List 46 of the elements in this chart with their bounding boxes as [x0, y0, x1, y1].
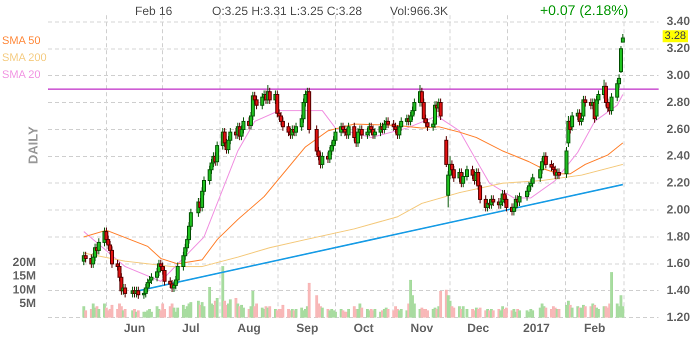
annotation: +0.07 (2.18%): [540, 2, 628, 18]
bar: [150, 312, 153, 318]
bar: [97, 309, 100, 318]
y-tick-label: 1.20: [666, 310, 690, 324]
x-tick-label: Jul: [182, 321, 200, 336]
text: 3.28: [664, 30, 686, 42]
bar: [216, 298, 219, 318]
y-tick-label: 2.60: [666, 122, 690, 136]
x-tick-label: Aug: [237, 321, 261, 336]
x-tick-label: Oct: [354, 321, 374, 336]
x-tick-label: Nov: [410, 321, 434, 336]
y-tick-label: 1.80: [666, 229, 690, 244]
y-tick-label: 3.20: [666, 41, 690, 56]
bar: [347, 309, 350, 318]
bar: [242, 308, 245, 318]
bar: [110, 304, 114, 318]
bar: [255, 304, 258, 318]
bar: [281, 304, 284, 318]
x-tick-label: Sep: [296, 321, 318, 336]
bar: [466, 309, 468, 318]
y-tick-label: 2.40: [666, 148, 690, 163]
text: SMA 200: [2, 52, 47, 64]
text: DAILY: [26, 126, 41, 164]
bar: [202, 306, 206, 318]
bar: [439, 290, 442, 318]
annotation: Vol:966.3K: [390, 4, 448, 18]
y-tick-label: 2.00: [666, 202, 690, 216]
x-tick-label: Dec: [467, 321, 490, 336]
annotation: O:3.25 H:3.31 L:3.25 C:3.28: [212, 4, 362, 18]
text: SMA 50: [2, 35, 41, 48]
y-tick-label: 1.40: [666, 283, 690, 298]
x-tick-label: Jun: [124, 321, 146, 336]
y-tick-label: 1.60: [666, 256, 690, 270]
x-tick-label: Feb: [584, 321, 606, 336]
y-tick-label: 3.00: [666, 68, 690, 82]
y2-tick-label: 20M: [12, 254, 36, 269]
y-tick-label: 2.20: [666, 176, 690, 190]
y-tick-label: 2.80: [666, 94, 690, 109]
y2-tick-label: 10M: [12, 282, 36, 296]
y2-tick-label: 5M: [19, 296, 36, 310]
x-tick-label: 2017: [523, 321, 550, 336]
y-tick-label: 3.40: [666, 14, 690, 28]
y2-tick-label: 15M: [12, 268, 36, 283]
bar: [610, 272, 614, 318]
text: SMA 20: [2, 69, 41, 82]
annotation: Feb 16: [135, 4, 172, 18]
